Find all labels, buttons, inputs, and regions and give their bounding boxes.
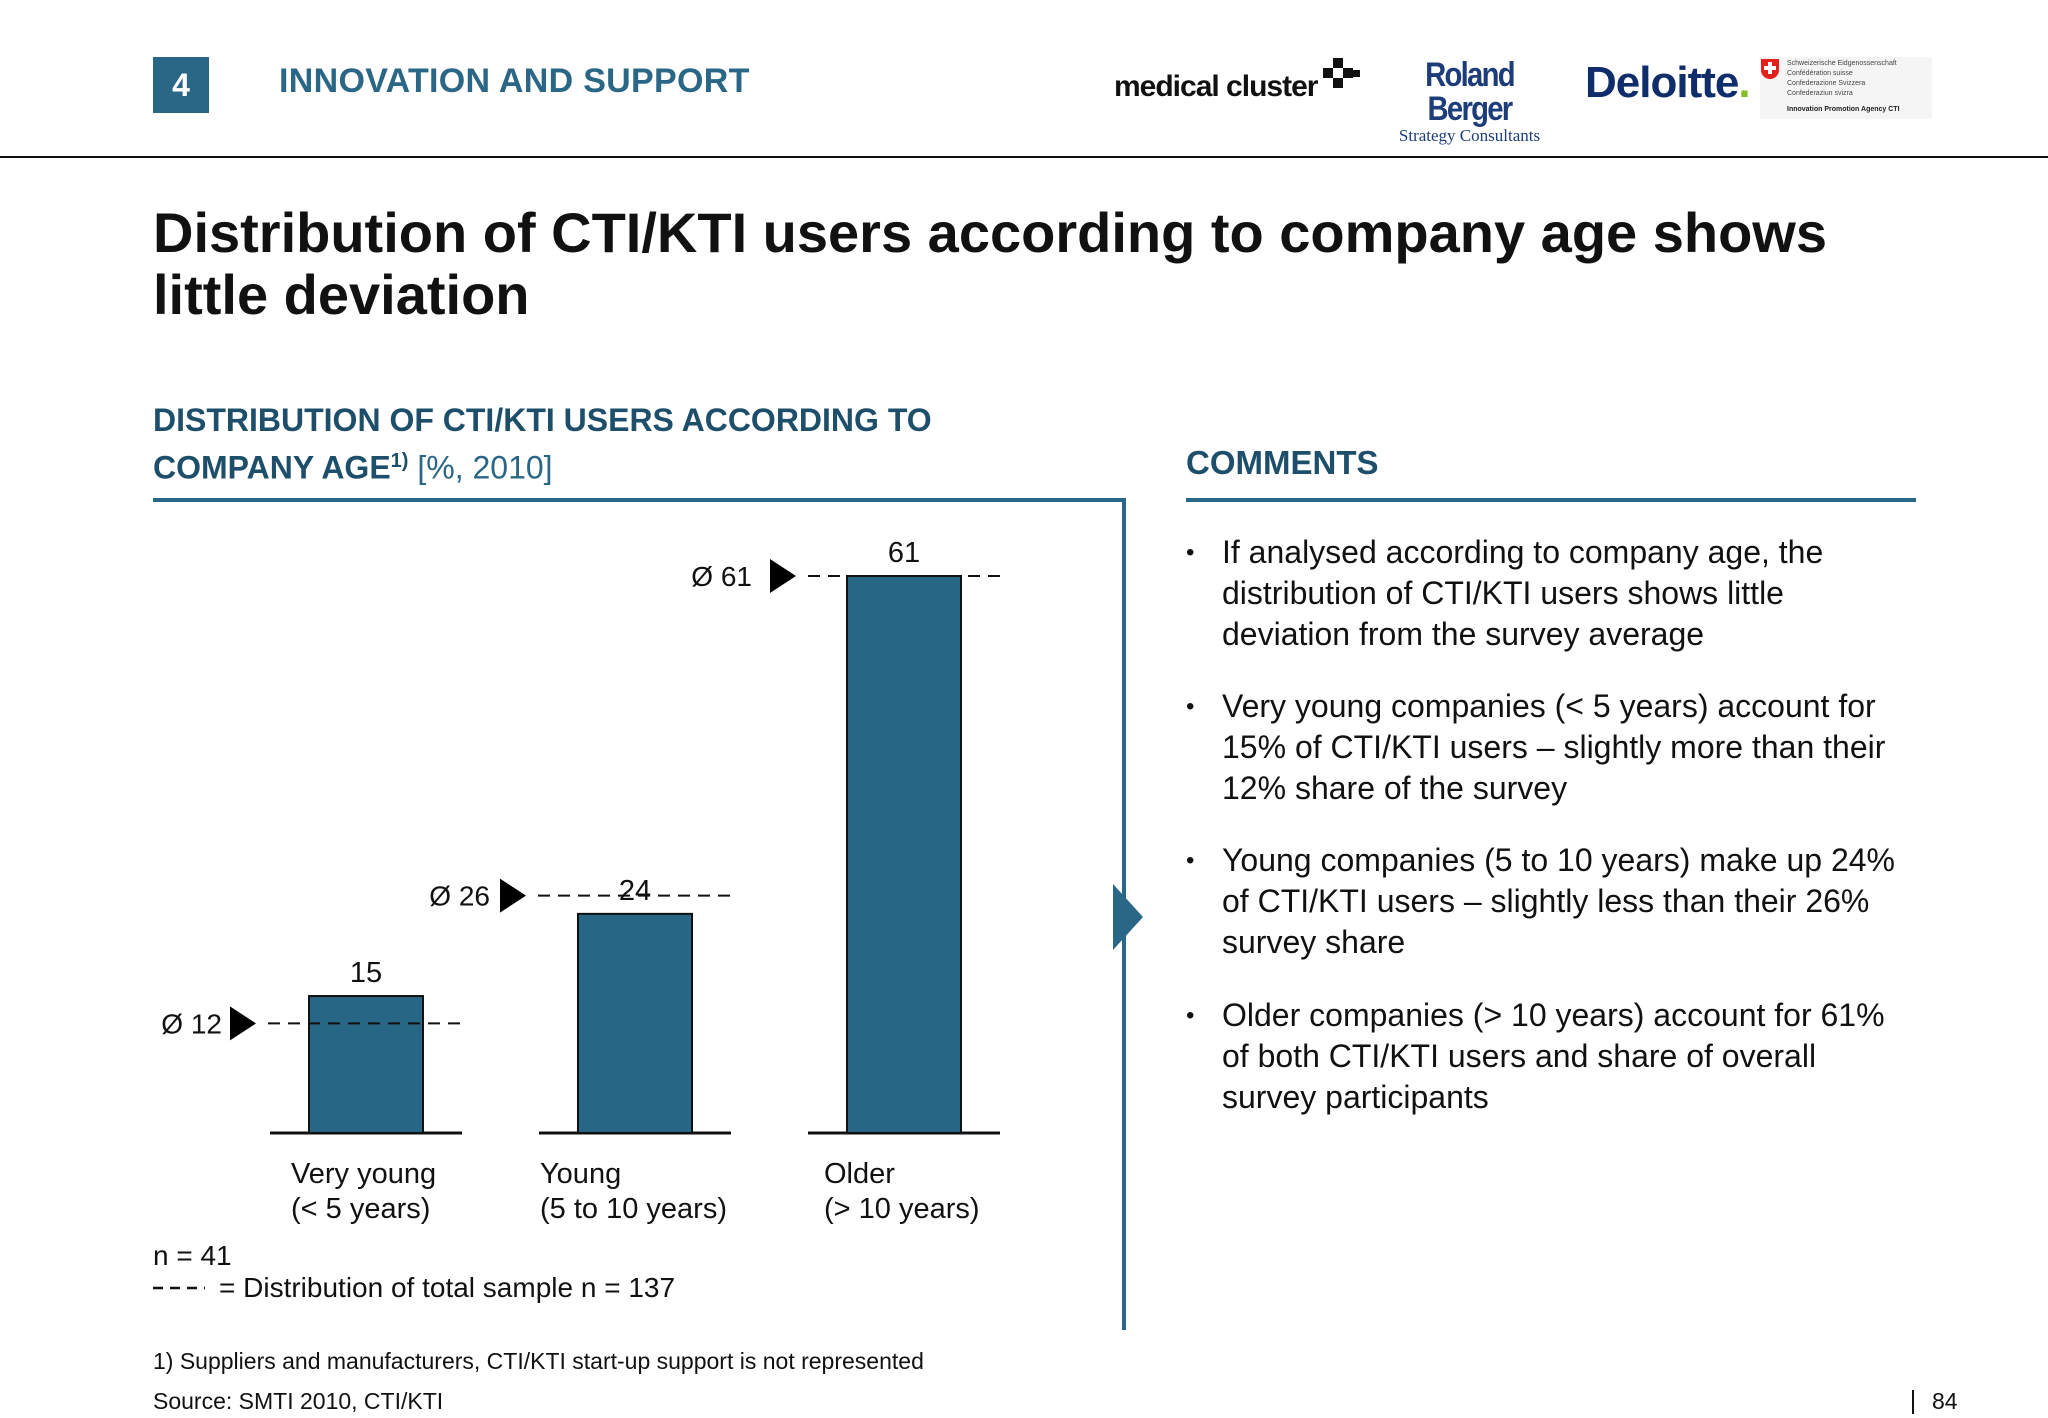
deloitte-logo: Deloitte. [1585,58,1751,108]
average-label: Ø 12 [161,1008,222,1039]
cti-logo-line: Confederaziun svizra [1787,90,1853,97]
cti-logo-line: Confederazione Svizzera [1787,80,1866,87]
chart-heading-text: DISTRIBUTION OF CTI/KTI USERS ACCORDING … [153,402,932,486]
bullet-icon: • [1186,1002,1195,1029]
category-sublabel: (> 10 years) [824,1193,980,1225]
comment-text: Young companies (5 to 10 years) make up … [1222,842,1895,960]
bullet-icon: • [1186,539,1195,566]
comments-heading-rule [1186,498,1916,502]
roland-berger-logo: Roland Berger Strategy Consultants [1382,58,1557,146]
comments-heading: COMMENTS [1186,444,1379,481]
page-number-divider [1912,1389,1914,1414]
chart-heading-unit: [%, 2010] [417,449,553,486]
bar-value-label: 15 [350,957,382,989]
section-title: INNOVATION AND SUPPORT [279,62,750,100]
category-sublabel: (5 to 10 years) [540,1193,727,1225]
chart-legend: = Distribution of total sample n = 137 [153,1272,675,1304]
average-marker-icon [770,559,796,593]
deloitte-dot-icon: . [1738,58,1750,107]
sample-size-note: n = 41 [153,1240,232,1271]
category-label: Older [824,1158,895,1190]
page-title: Distribution of CTI/KTI users according … [153,201,1827,326]
section-number-badge: 4 [153,57,209,113]
panel-arrow-icon [1113,884,1143,950]
chart-heading-footnote-ref: 1) [390,450,409,472]
chart-heading: DISTRIBUTION OF CTI/KTI USERS ACCORDING … [153,400,1053,489]
cti-agency-name: Innovation Promotion Agency CTI [1787,106,1900,113]
cti-logo-lines: Schweizerische Eidgenossenschaft Confédé… [1787,59,1897,99]
category-label: Very young [291,1158,436,1190]
average-label: Ø 26 [429,881,490,912]
cti-logo-line: Confédération suisse [1787,70,1853,77]
average-label: Ø 61 [691,561,752,592]
comment-text: Older companies (> 10 years) account for… [1222,997,1885,1115]
bullet-icon: • [1186,847,1195,874]
comment-text: If analysed according to company age, th… [1222,534,1824,652]
header-divider [0,156,2048,158]
category-label: Young [540,1158,621,1190]
bar [308,995,424,1134]
category-sublabel: (< 5 years) [291,1193,430,1225]
roland-berger-logo-text: Roland Berger [1425,56,1515,128]
medical-cluster-mark-icon [1323,58,1361,88]
legend-text: = Distribution of total sample n = 137 [219,1272,676,1303]
average-marker-icon [230,1006,256,1041]
medical-cluster-logo: medical cluster [1114,58,1361,104]
bar-value-label: 24 [619,875,651,907]
deloitte-logo-text: Deloitte [1585,58,1739,107]
bar-value-label: 61 [888,537,920,569]
swiss-cross-icon [1761,59,1779,79]
bar [577,912,693,1135]
chart-heading-rule [153,498,1125,502]
bar [846,575,962,1134]
dashed-line-legend-icon [153,1286,205,1290]
bullet-icon: • [1186,693,1195,720]
bar-chart: 15 Ø 12 Very young(< 5 years) 24 Ø 26 Young(5… [161,537,1000,1225]
page-number: 84 [1912,1388,1958,1415]
medical-cluster-logo-text: medical cluster [1114,70,1318,103]
footnote: 1) Suppliers and manufacturers, CTI/KTI … [153,1348,924,1374]
comment-text: Very young companies (< 5 years) account… [1222,688,1886,806]
average-marker-icon [500,878,526,913]
cti-logo-line: Schweizerische Eidgenossenschaft [1787,60,1897,67]
cti-logo: Schweizerische Eidgenossenschaft Confédé… [1760,57,1932,119]
page-number-text: 84 [1932,1388,1958,1414]
source-note: Source: SMTI 2010, CTI/KTI [153,1388,444,1414]
roland-berger-logo-subtext: Strategy Consultants [1398,126,1541,145]
